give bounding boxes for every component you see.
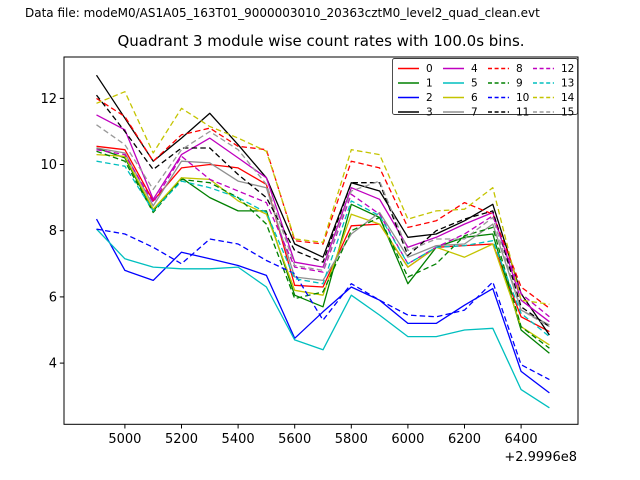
legend-entry-11: 11	[488, 107, 529, 119]
x-axis-offset-label: +2.9996e8	[504, 450, 577, 465]
chart-title: Quadrant 3 module wise count rates with …	[117, 32, 524, 50]
y-tick-label: 4	[49, 357, 57, 372]
x-tick-label: 6200	[448, 432, 481, 447]
legend-label-8: 8	[516, 63, 523, 75]
plot-area-border	[63, 56, 579, 425]
y-axis-ticks: 4 6 8 10 12	[40, 92, 64, 372]
series-line-5	[96, 228, 550, 409]
legend-entry-4: 4	[443, 63, 478, 75]
legend-label-13: 13	[561, 78, 574, 90]
legend-label-9: 9	[516, 78, 523, 90]
legend-entry-5: 5	[443, 78, 478, 90]
series-line-8	[96, 97, 550, 309]
y-tick-label: 12	[40, 92, 57, 107]
legend-entry-14: 14	[533, 92, 575, 104]
legend-entry-9: 9	[488, 78, 523, 90]
legend-label-10: 10	[516, 92, 529, 104]
legend-entry-13: 13	[533, 78, 574, 90]
legend-entry-2: 2	[398, 92, 433, 104]
legend-entry-1: 1	[398, 78, 433, 90]
series-line-14	[96, 91, 550, 305]
series-line-0	[96, 145, 550, 333]
x-tick-label: 5600	[278, 432, 311, 447]
series-line-11	[95, 94, 550, 328]
plot-lines-layer	[95, 74, 550, 409]
legend-label-14: 14	[561, 92, 575, 104]
series-line-4	[96, 114, 550, 323]
x-tick-label: 5000	[108, 432, 141, 447]
y-tick-label: 8	[49, 224, 57, 239]
legend-label-7: 7	[471, 107, 478, 119]
y-tick-label: 10	[40, 158, 57, 173]
legend-entry-3: 3	[398, 107, 433, 119]
legend-label-5: 5	[471, 78, 478, 90]
x-tick-label: 6400	[505, 432, 538, 447]
y-tick-label: 6	[49, 290, 57, 305]
x-tick-label: 5400	[222, 432, 255, 447]
legend-entry-8: 8	[488, 63, 523, 75]
x-axis-ticks: 5000 5200 5400 5600 5800 6000 6200 6400	[108, 424, 538, 447]
legend-label-1: 1	[426, 78, 433, 90]
series-line-7	[96, 147, 550, 326]
legend-entry-15: 15	[533, 107, 574, 119]
x-tick-label: 6000	[391, 432, 424, 447]
series-line-12	[96, 149, 550, 318]
legend-entry-6: 6	[443, 92, 478, 104]
legend-label-4: 4	[471, 63, 478, 75]
x-tick-label: 5800	[335, 432, 368, 447]
legend-entry-12: 12	[533, 63, 574, 75]
series-line-3	[95, 74, 550, 336]
legend-label-12: 12	[561, 63, 574, 75]
series-line-13	[96, 160, 550, 338]
legend-label-0: 0	[426, 63, 433, 75]
legend-entry-7: 7	[443, 107, 478, 119]
legend-entry-0: 0	[398, 63, 433, 75]
series-line-10	[96, 228, 550, 381]
legend-label-11: 11	[516, 107, 529, 119]
legend-label-6: 6	[471, 92, 478, 104]
x-tick-label: 5200	[165, 432, 198, 447]
series-line-2	[95, 218, 550, 394]
legend-label-2: 2	[426, 92, 433, 104]
legend-frame	[392, 58, 578, 115]
series-line-1	[96, 147, 550, 354]
series-line-6	[96, 153, 550, 346]
legend-label-3: 3	[426, 107, 433, 119]
legend-label-15: 15	[561, 107, 574, 119]
series-line-15	[96, 124, 550, 328]
data-file-text: Data file: modeM0/AS1A05_163T01_90000030…	[25, 6, 540, 20]
legend-entry-10: 10	[488, 92, 529, 104]
